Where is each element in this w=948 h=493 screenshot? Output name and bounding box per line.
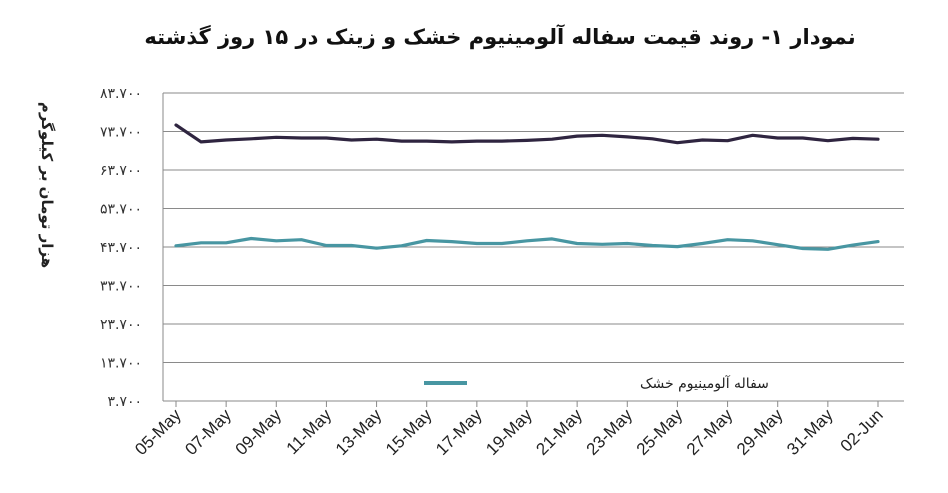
x-tick-label: 02-Jun (837, 405, 887, 455)
y-tick-label: ۱۳.۷۰۰ (100, 356, 142, 372)
x-tick-label: 11-May (283, 405, 336, 458)
x-tick-label: 07-May (181, 405, 235, 459)
y-tick-label: ۶۳.۷۰۰ (100, 163, 142, 179)
y-tick-label: ۳.۷۰۰ (107, 394, 142, 410)
series-line-aluminium (174, 236, 880, 251)
y-tick-labels: ۸۳.۷۰۰ ۷۳.۷۰۰ ۶۳.۷۰۰ ۵۳.۷۰۰ ۴۳.۷۰۰ ۳۳.۷۰۰ ۲۳.۷… (100, 86, 142, 410)
y-tick-label: ۴۳.۷۰۰ (100, 240, 142, 256)
y-tick-label: ۵۳.۷۰۰ (100, 202, 142, 218)
y-tick-label: ۳۳.۷۰۰ (100, 279, 142, 295)
grid-layer (162, 92, 904, 407)
x-tick-label: 09-May (232, 405, 286, 459)
x-tick-label: 25-May (633, 405, 687, 459)
x-tick-label: 23-May (583, 405, 637, 459)
legend: سفاله آلومینیوم خشک (424, 375, 769, 392)
x-tick-label: 27-May (683, 405, 737, 459)
x-tick-labels: 05-May07-May09-May11-May13-May15-May17-M… (131, 405, 887, 459)
x-tick-label: 31-May (783, 405, 837, 459)
y-tick-label: ۷۳.۷۰۰ (100, 125, 142, 141)
x-tick-label: 15-May (382, 405, 436, 459)
x-tick-label: 21-May (532, 405, 586, 459)
x-tick-label: 29-May (733, 405, 787, 459)
legend-label-aluminium: سفاله آلومینیوم خشک (640, 375, 769, 392)
y-axis-title: هزار تومان بر کیلوگرم (38, 102, 56, 268)
x-tick-label: 17-May (432, 405, 486, 459)
y-tick-label: ۲۳.۷۰۰ (100, 317, 142, 333)
x-tick-label: 05-May (131, 405, 185, 459)
series-layer (174, 123, 880, 251)
y-tick-label: ۸۳.۷۰۰ (100, 86, 142, 102)
chart-title: نمودار ۱- روند قیمت سفاله آلومینیوم خشک … (144, 24, 855, 49)
x-tick-label: 19-May (482, 405, 536, 459)
series-line-zinc (174, 123, 880, 145)
x-tick-label: 13-May (332, 405, 386, 459)
